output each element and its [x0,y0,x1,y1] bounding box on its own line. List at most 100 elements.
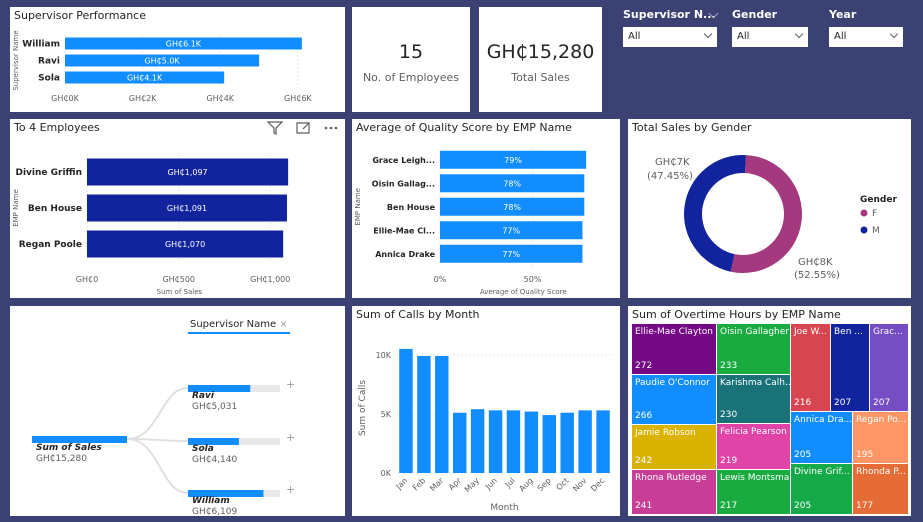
treemap-tile[interactable]: Lewis Montsma 217 [717,470,790,514]
expand-plus-icon[interactable]: + [286,483,296,496]
slicer-supervisor-value: All [628,31,641,42]
close-icon[interactable]: × [279,319,288,330]
expand-plus-icon[interactable]: + [286,431,296,444]
slicer-gender[interactable]: Gender All [732,8,808,47]
legend-title: Gender [860,195,897,205]
expand-plus-icon[interactable]: + [286,378,296,391]
donut-slice [730,155,803,273]
column [399,348,413,473]
slicer-year-dropdown[interactable]: All [829,27,903,47]
treemap-tile-name: Oisin Gallagher [720,327,789,337]
x-tick-label: Oct [554,476,570,492]
connector [126,387,189,440]
slicer-year-label: Year [829,8,857,21]
chevron-down-icon [703,29,713,39]
treemap-tile-name: Jamie Robson [635,428,696,438]
treemap-tile-value: 177 [856,501,874,511]
decomp-root-value: GH₵15,280 [36,454,87,464]
treemap-tile-value: 241 [635,501,653,511]
x-tick-label: Dec [589,476,606,493]
overtime-title: Sum of Overtime Hours by EMP Name [632,308,841,321]
column [596,410,610,473]
treemap-tile[interactable]: Regan Po... 195 [853,412,908,463]
focus-mode-icon[interactable] [294,121,312,135]
y-category-label: Sola [38,74,60,84]
treemap-tile[interactable]: Jamie Robson 242 [632,425,716,469]
child-bar [188,490,264,497]
treemap-tile[interactable]: Oisin Gallagher 233 [717,324,790,374]
treemap-tile-value: 195 [856,450,874,460]
slicer-supervisor[interactable]: Supervisor N... All [623,8,719,47]
legend-label: M [872,226,880,236]
bar [440,197,585,216]
treemap-tile[interactable]: Rhona Rutledge 241 [632,470,716,514]
x-tick-label: Jun [483,476,499,492]
treemap-tile[interactable]: Joe W... 216 [791,324,830,411]
treemap-tile-name: Divine Grif... [794,467,850,477]
decomp-filter-chip[interactable]: Supervisor Name × [188,319,290,334]
y-category-label: Oisin Gallag... [372,179,435,188]
treemap-tile[interactable]: Felicia Pearson 219 [717,424,790,469]
treemap-tile[interactable]: Ellie-Mae Clayton 272 [632,324,716,374]
treemap-tile[interactable]: Paudie O'Connor 266 [632,375,716,424]
slice-value-label: GH₵8K [798,257,833,268]
bar [87,158,289,186]
supervisor-chart-title: Supervisor Performance [14,9,146,22]
x-axis-title: Month [490,503,518,513]
treemap-tile[interactable]: Grac... 207 [870,324,908,411]
y-category-label: William [22,40,60,50]
decomp-child-name[interactable]: William [192,496,230,506]
data-label: GH₵1,091 [167,204,207,213]
treemap-tile-value: 207 [834,398,852,408]
treemap-tile[interactable]: Karishma Calh... 230 [717,375,790,423]
y-axis-title: Supervisor Name [12,30,20,90]
slice-percent-label: (52.55%) [794,270,840,281]
column [560,412,574,473]
slicer-supervisor-dropdown[interactable]: All [623,27,717,47]
treemap-tile[interactable]: Rhonda P... 177 [853,464,908,514]
x-axis-title: Sum of Sales [157,288,203,296]
bar [440,150,587,169]
treemap-tile-name: Ben ... [834,327,863,337]
calls-card: Sum of Calls by Month 0K 5K 10K Jan Feb Mar Ap… [352,306,620,516]
data-label: GH₵1,097 [167,168,207,177]
treemap-tile[interactable]: Annica Dra... 205 [791,412,852,463]
bar [440,244,583,263]
more-options-icon[interactable] [322,121,340,135]
decomp-filter-label: Supervisor Name [190,319,277,330]
decomp-child-name[interactable]: Ravi [192,391,214,401]
column [470,409,485,473]
y-category-label: Annica Drake [375,250,435,259]
treemap-tile[interactable]: Divine Grif... 205 [791,464,852,514]
top-employees-card: To 4 Employees GH₵0 GH₵500 GH₵1,000 Divine … [10,119,345,298]
bar [440,174,585,193]
slicer-year[interactable]: Year All [829,8,903,47]
top-employees-title: To 4 Employees [14,121,100,134]
decomp-child-name[interactable]: Sola [192,444,214,454]
donut-slice [684,155,746,272]
data-label: GH₵5.0K [144,57,180,66]
y-axis-title: Sum of Calls [358,380,368,436]
x-tick-label: Jul [503,476,517,490]
legend-marker [860,209,868,217]
bar [440,221,583,240]
decomp-child-value: GH₵5,031 [192,402,238,412]
bar [65,71,225,84]
x-tick-label: Apr [447,476,464,493]
y-category-label: Divine Griffin [15,168,82,178]
treemap-tile-name: Rhonda P... [856,467,906,477]
x-tick-label: May [463,476,481,494]
quality-card: Average of Quality Score by EMP Name 0% 5… [352,119,620,298]
top-employees-bar-chart: GH₵0 GH₵500 GH₵1,000 Divine Griffin GH₵1,097… [12,154,290,296]
x-tick-label: 0% [434,275,447,284]
filter-icon[interactable] [266,121,284,135]
data-label: 77% [502,250,520,259]
kpi-employees-card: 15 No. of Employees [352,7,470,112]
column [435,356,449,473]
bar [65,37,302,50]
slicer-supervisor-label: Supervisor N... [623,8,716,21]
slicer-gender-dropdown[interactable]: All [732,27,808,47]
supervisor-performance-card: Supervisor Performance GH₵0K GH₵2K GH₵4K GH… [10,7,345,112]
kpi-sales-value: GH₵15,280 [486,41,595,63]
treemap-tile[interactable]: Ben ... 207 [831,324,869,411]
